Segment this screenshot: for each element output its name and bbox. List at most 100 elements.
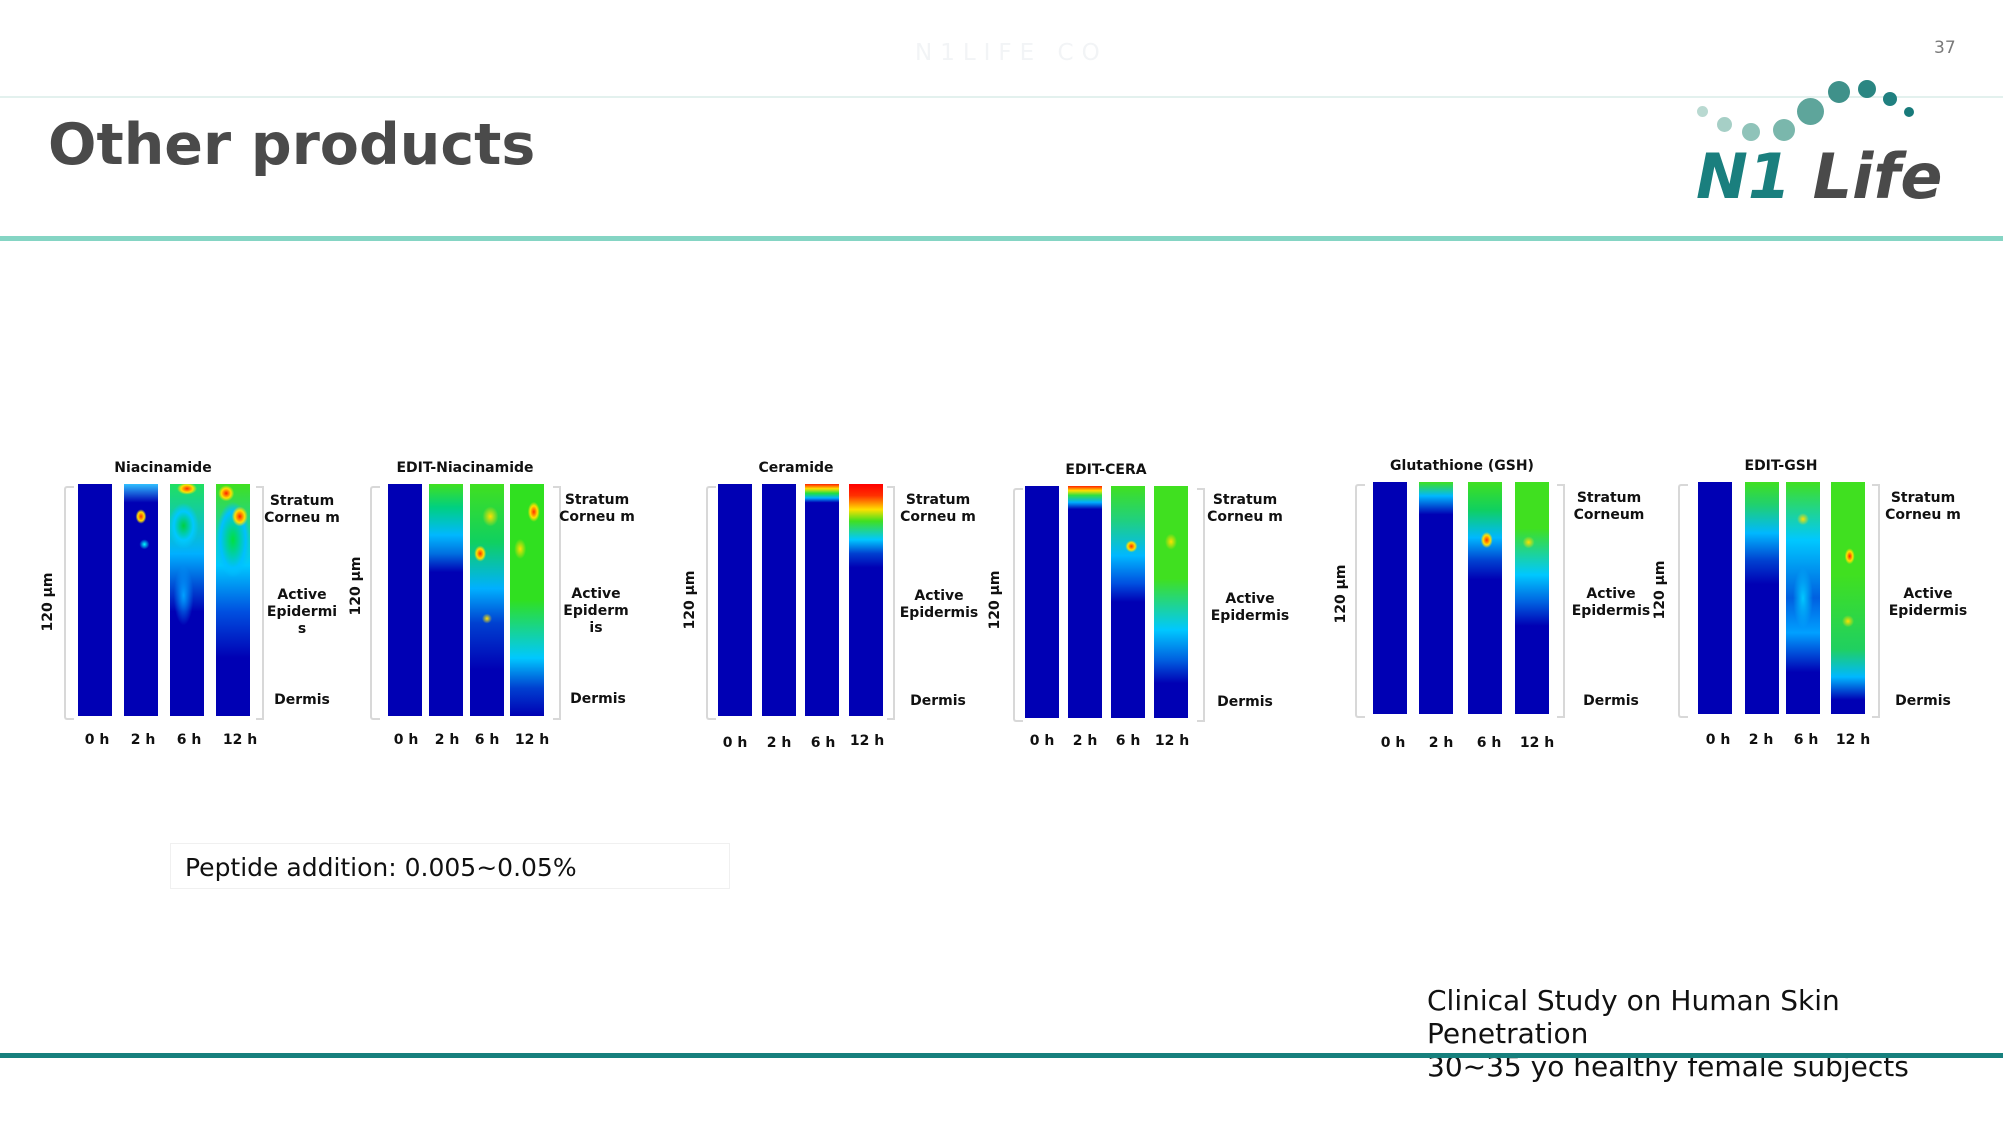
heatmap-col-0h [1025, 486, 1059, 718]
time-tick: 2 h [1072, 733, 1098, 749]
layer-bracket [1557, 484, 1565, 718]
time-tick: 2 h [766, 735, 792, 751]
layer-stratum-corneum: Stratum Corneu m [264, 493, 340, 526]
time-tick: 12 h [222, 732, 258, 748]
logo-dot [1904, 107, 1914, 117]
depth-bracket [64, 486, 74, 720]
time-tick: 12 h [1835, 732, 1871, 748]
time-tick: 0 h [722, 735, 748, 751]
layer-stratum-corneum: Stratum Corneu m [900, 492, 976, 525]
time-tick: 6 h [1476, 735, 1502, 751]
depth-label: 120 µm [987, 570, 1003, 630]
layer-active-epidermis: Active Epidermis [899, 588, 979, 621]
time-tick: 12 h [1154, 733, 1190, 749]
panel-title: EDIT-GSH [1744, 458, 1818, 474]
layer-bracket [256, 486, 264, 720]
layer-stratum-corneum: Stratum Corneu m [1885, 490, 1961, 523]
panel-title: EDIT-Niacinamide [396, 460, 534, 476]
depth-bracket [1678, 484, 1688, 718]
heatmap-col-12h [849, 484, 883, 716]
time-tick: 0 h [393, 732, 419, 748]
logo-dot [1883, 92, 1897, 106]
layer-stratum-corneum: Stratum Corneum [1573, 490, 1645, 523]
logo-n1: N1 [1696, 140, 1792, 213]
time-tick: 2 h [1748, 732, 1774, 748]
n1-life-logo: N1 Life [1690, 78, 1942, 213]
logo-dot [1717, 117, 1732, 132]
logo-life: Life [1812, 140, 1943, 213]
time-tick: 0 h [1029, 733, 1055, 749]
heatmap-col-6h [805, 484, 839, 716]
panel-title: Glutathione (GSH) [1390, 458, 1534, 474]
depth-bracket [370, 486, 380, 720]
logo-dot [1742, 123, 1760, 141]
depth-label: 120 µm [1333, 564, 1349, 624]
heatmap-col-0h [1373, 482, 1407, 714]
panel-title: EDIT-CERA [1065, 462, 1147, 478]
logo-dot [1697, 106, 1708, 117]
heatmap-col-6h [1786, 482, 1820, 714]
time-tick: 0 h [84, 732, 110, 748]
layer-bracket [1197, 488, 1205, 722]
note-box: Peptide addition: 0.005~0.05% [170, 843, 730, 889]
layer-dermis: Dermis [274, 692, 330, 708]
heatmap-col-2h [762, 484, 796, 716]
heatmap-col-6h [170, 484, 204, 716]
depth-label: 120 µm [348, 556, 364, 616]
study-line: Clinical Study on Human Skin [1427, 984, 1840, 1017]
layer-dermis: Dermis [1895, 693, 1951, 709]
depth-bracket [1355, 484, 1365, 718]
heatmap-col-12h [216, 484, 250, 716]
depth-bracket [706, 486, 716, 720]
panel-ceramide: Ceramide 120 µm Stratum Corneu m Active … [680, 460, 1000, 760]
heatmap-col-2h [429, 484, 463, 716]
page-number: 37 [1934, 38, 1956, 58]
panel-niacinamide: Niacinamide 120 µm Stratum Corneu m Acti… [40, 460, 340, 760]
layer-bracket [553, 486, 561, 720]
heatmap-col-6h [1468, 482, 1502, 714]
time-tick: 0 h [1705, 732, 1731, 748]
layer-stratum-corneum: Stratum Corneu m [1207, 492, 1283, 525]
logo-dot [1797, 98, 1824, 125]
logo-wordmark: N1 Life [1696, 140, 1942, 213]
layer-stratum-corneum: Stratum Corneu m [559, 492, 635, 525]
layer-bracket [887, 486, 895, 720]
heatmap-col-12h [1154, 486, 1188, 718]
heatmap-col-6h [1111, 486, 1145, 718]
time-tick: 12 h [849, 733, 885, 749]
layer-dermis: Dermis [1583, 693, 1639, 709]
time-tick: 6 h [1115, 733, 1141, 749]
layer-active-epidermis: Active Epiderm is [563, 586, 629, 636]
header-divider [0, 96, 2003, 98]
time-tick: 6 h [810, 735, 836, 751]
header-accent-line [0, 236, 2003, 241]
layer-bracket [1872, 484, 1880, 718]
footer-line [0, 1053, 2003, 1058]
heatmap-col-0h [1698, 482, 1732, 714]
logo-dot [1828, 81, 1850, 103]
heatmap-col-12h [1515, 482, 1549, 714]
time-tick: 6 h [1793, 732, 1819, 748]
time-tick: 12 h [514, 732, 550, 748]
heatmap-col-0h [78, 484, 112, 716]
time-tick: 6 h [474, 732, 500, 748]
layer-active-epidermis: Active Epidermis [1210, 591, 1290, 624]
time-tick: 0 h [1380, 735, 1406, 751]
heatmap-col-0h [718, 484, 752, 716]
panel-title: Ceramide [758, 460, 834, 476]
panel-edit-gsh: EDIT-GSH 120 µm Stratum Corneu m Active … [1652, 458, 1972, 758]
layer-dermis: Dermis [910, 693, 966, 709]
heatmap-col-2h [1419, 482, 1453, 714]
panel-edit-niacinamide: EDIT-Niacinamide 120 µm Stratum Corneu m… [348, 460, 648, 760]
time-tick: 6 h [176, 732, 202, 748]
time-tick: 2 h [434, 732, 460, 748]
study-line: Penetration [1427, 1017, 1589, 1050]
layer-dermis: Dermis [570, 691, 626, 707]
heatmap-col-2h [1068, 486, 1102, 718]
layer-active-epidermis: Active Epidermis [1571, 586, 1651, 619]
layer-dermis: Dermis [1217, 694, 1273, 710]
depth-label: 120 µm [40, 572, 56, 632]
heatmap-col-12h [1831, 482, 1865, 714]
depth-bracket [1013, 488, 1023, 722]
heatmap-col-6h [470, 484, 504, 716]
